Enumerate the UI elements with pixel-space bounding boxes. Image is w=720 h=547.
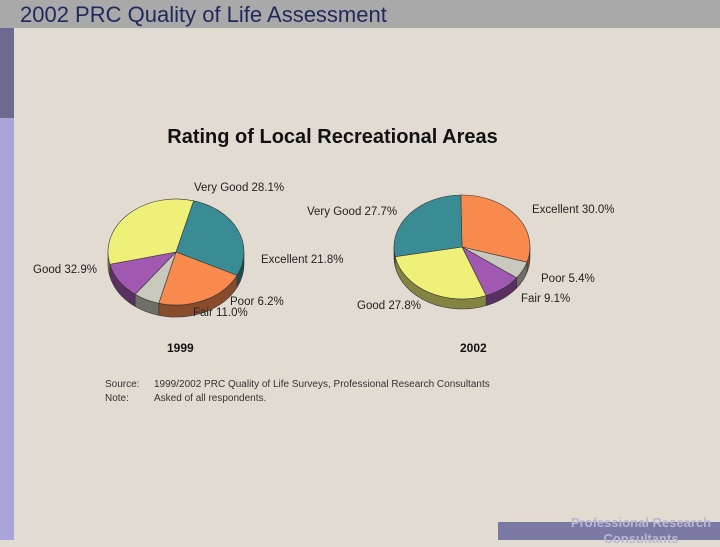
note-label: Note: xyxy=(105,393,129,404)
label-2002-fair: Fair 9.1% xyxy=(521,293,571,305)
pie-2002-slice-excellent xyxy=(460,194,531,263)
source-text: 1999/2002 PRC Quality of Life Surveys, P… xyxy=(154,379,490,390)
label-2002-very-good: Very Good 27.7% xyxy=(307,206,398,218)
pie-1999-slice-very-good xyxy=(175,200,245,276)
label-2002-poor: Poor 5.4% xyxy=(541,273,595,285)
pie-1999-slice-excellent xyxy=(158,251,238,306)
label-2002-excellent: Excellent 30.0% xyxy=(532,204,615,216)
label-1999-very-good: Very Good 28.1% xyxy=(194,182,285,194)
label-1999-excellent: Excellent 21.8% xyxy=(261,254,344,266)
label-2002-good: Good 27.8% xyxy=(357,300,421,312)
left-accent-dark xyxy=(0,28,14,118)
header-bar: 2002 PRC Quality of Life Assessment xyxy=(0,0,720,28)
label-1999-good: Good 32.9% xyxy=(33,264,97,276)
year-label-1999: 1999 xyxy=(167,341,194,355)
chart-title: Rating of Local Recreational Areas xyxy=(167,126,498,148)
left-accent-light xyxy=(0,118,14,540)
pie-2002-slice-very-good xyxy=(393,194,463,258)
label-1999-fair: Fair 11.0% xyxy=(193,307,248,319)
pie-2002-slice-good xyxy=(394,246,487,300)
footer-bar xyxy=(498,522,720,540)
pie-1999-slice-good xyxy=(107,198,194,265)
note-text: Asked of all respondents. xyxy=(154,393,267,404)
page-title: 2002 PRC Quality of Life Assessment xyxy=(20,2,387,27)
year-label-2002: 2002 xyxy=(460,341,487,355)
source-label: Source: xyxy=(105,379,140,390)
label-1999-poor: Poor 6.2% xyxy=(230,296,284,308)
footer-brand: Professional Research Consultants xyxy=(570,515,712,546)
